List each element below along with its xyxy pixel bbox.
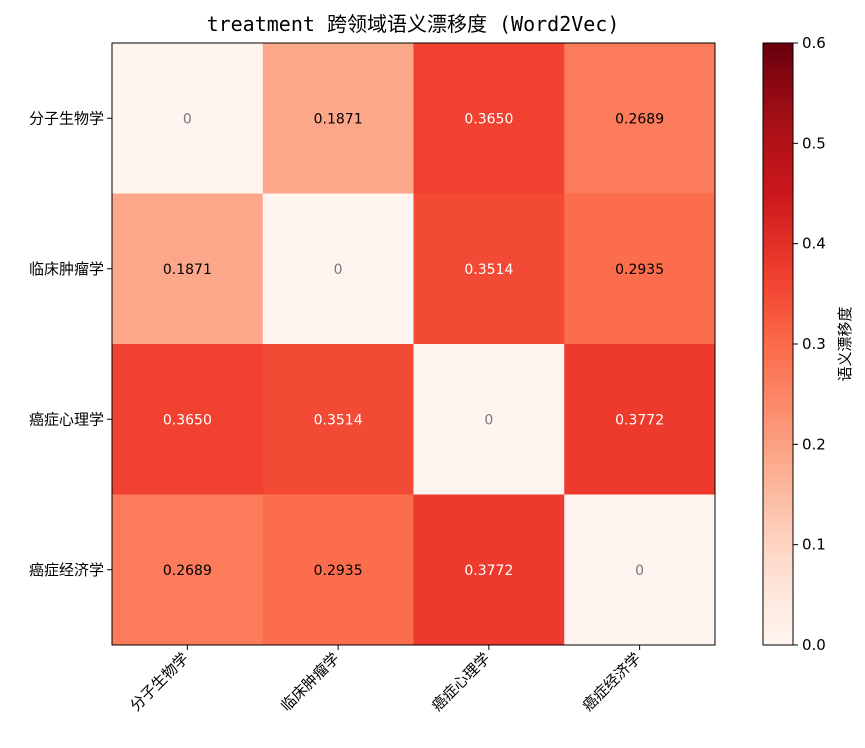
- heatmap-cell: [112, 193, 264, 345]
- cell-value-label: 0.3514: [314, 412, 363, 428]
- cell-value-label: 0: [334, 262, 343, 278]
- colorbar-tick-label: 0.6: [802, 34, 826, 52]
- y-tick-label: 癌症经济学: [29, 561, 104, 579]
- colorbar-label: 语义漂移度: [836, 306, 854, 381]
- heatmap-cell: [262, 494, 414, 646]
- cell-value-label: 0.3650: [163, 412, 212, 428]
- x-tick-label: 分子生物学: [126, 649, 192, 715]
- heatmap-cell: [262, 193, 414, 345]
- colorbar-gradient: [762, 42, 794, 646]
- heatmap-cell: [262, 344, 414, 495]
- x-axis-tick-labels: 分子生物学 临床肿瘤学 癌症心理学 癌症经济学: [126, 645, 644, 715]
- heatmap-cell: [413, 193, 565, 345]
- heatmap-cell: [413, 43, 565, 194]
- colorbar-tick-label: 0.4: [802, 235, 826, 253]
- colorbar-tick-label: 0.2: [802, 435, 826, 453]
- colorbar-tick-label: 0.1: [802, 536, 826, 554]
- colorbar-tick-label: 0.5: [802, 134, 826, 152]
- cell-value-label: 0: [183, 111, 192, 127]
- colorbar-ticks: 0.0 0.1 0.2 0.3 0.4 0.5 0.6: [793, 34, 826, 654]
- heatmap-cell: [564, 344, 716, 495]
- colorbar-tick-label: 0.3: [802, 335, 826, 353]
- cell-value-label: 0.1871: [314, 111, 363, 127]
- heatmap-cell: [564, 43, 716, 194]
- heatmap-cell: [112, 43, 264, 194]
- heatmap-cell: [262, 43, 414, 194]
- y-tick-label: 癌症心理学: [29, 410, 104, 428]
- colorbar: 0.0 0.1 0.2 0.3 0.4 0.5 0.6 语义漂移度: [762, 34, 854, 654]
- y-tick-label: 临床肿瘤学: [29, 260, 104, 278]
- cell-value-label: 0.3772: [464, 563, 513, 579]
- heatmap-cells: 0 0.1871 0.3650 0.2689 0.1871 0 0.3514 0.2935 0.…: [112, 43, 716, 646]
- heatmap-cell: [413, 344, 565, 495]
- cell-value-label: 0.3514: [464, 262, 513, 278]
- y-tick-label: 分子生物学: [29, 109, 104, 127]
- plot-frame: [111, 42, 716, 646]
- heatmap-cell: [564, 494, 716, 646]
- heatmap-cell: [112, 344, 264, 495]
- cell-value-label: 0.2689: [615, 111, 664, 127]
- chart-title: treatment 跨领域语义漂移度 (Word2Vec): [207, 12, 620, 36]
- heatmap-cell: [112, 494, 264, 646]
- cell-value-label: 0.3650: [464, 111, 513, 127]
- colorbar-tick-label: 0.0: [802, 636, 826, 654]
- cell-value-label: 0.2689: [163, 563, 212, 579]
- cell-value-label: 0: [484, 412, 493, 428]
- cell-value-label: 0.2935: [615, 262, 664, 278]
- x-tick-label: 癌症心理学: [428, 649, 494, 715]
- cell-value-label: 0.1871: [163, 262, 212, 278]
- cell-value-label: 0.3772: [615, 412, 664, 428]
- cell-value-label: 0.2935: [314, 563, 363, 579]
- heatmap-cell: [564, 193, 716, 345]
- heatmap-cell: [413, 494, 565, 646]
- x-tick-label: 癌症经济学: [579, 649, 645, 715]
- x-tick-label: 临床肿瘤学: [277, 649, 343, 715]
- cell-value-label: 0: [635, 563, 644, 579]
